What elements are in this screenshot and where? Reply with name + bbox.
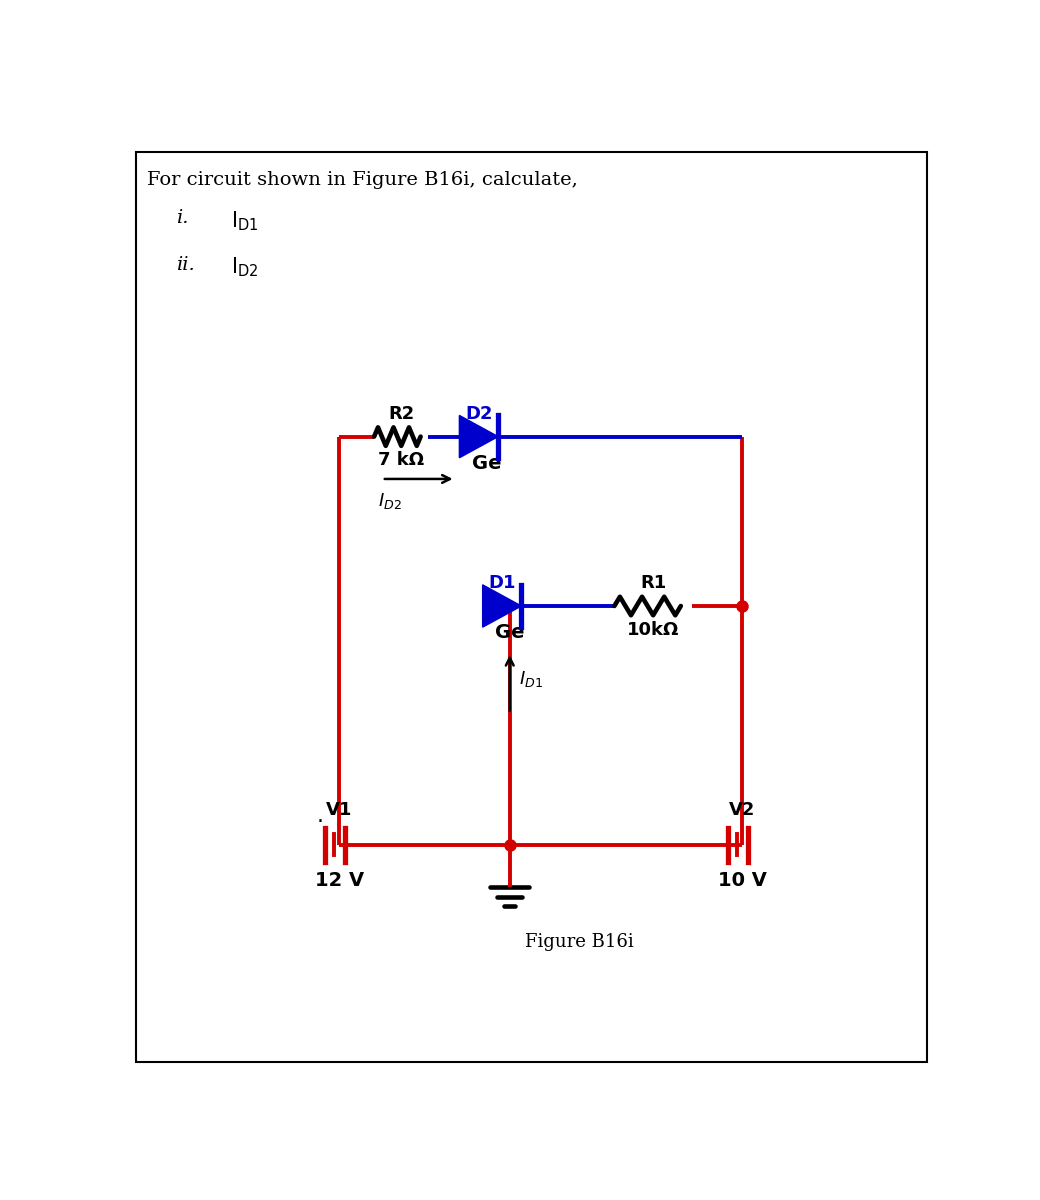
- Text: Ge: Ge: [495, 623, 524, 642]
- Text: $\mathrm{I_{D2}}$: $\mathrm{I_{D2}}$: [231, 256, 258, 280]
- Text: For circuit shown in Figure B16i, calculate,: For circuit shown in Figure B16i, calcul…: [147, 170, 578, 188]
- Text: 10kΩ: 10kΩ: [627, 620, 679, 638]
- Text: ii.: ii.: [177, 256, 196, 274]
- Polygon shape: [483, 584, 521, 628]
- Text: V2: V2: [729, 800, 755, 818]
- Text: $\mathrm{I_{D1}}$: $\mathrm{I_{D1}}$: [231, 210, 258, 233]
- Text: D1: D1: [488, 574, 516, 592]
- Text: D2: D2: [465, 404, 493, 422]
- Text: 10 V: 10 V: [718, 871, 766, 890]
- Text: R1: R1: [640, 574, 667, 592]
- Text: Ge: Ge: [472, 454, 501, 473]
- Text: .: .: [317, 806, 323, 827]
- Text: $I_{D1}$: $I_{D1}$: [519, 670, 543, 689]
- Text: R2: R2: [388, 404, 414, 422]
- Text: Figure B16i: Figure B16i: [525, 934, 633, 952]
- Text: 7 kΩ: 7 kΩ: [379, 451, 424, 469]
- Text: $I_{D2}$: $I_{D2}$: [378, 491, 401, 510]
- Text: V1: V1: [327, 800, 353, 818]
- Text: i.: i.: [177, 210, 189, 228]
- Polygon shape: [460, 415, 498, 457]
- Text: 12 V: 12 V: [315, 871, 364, 890]
